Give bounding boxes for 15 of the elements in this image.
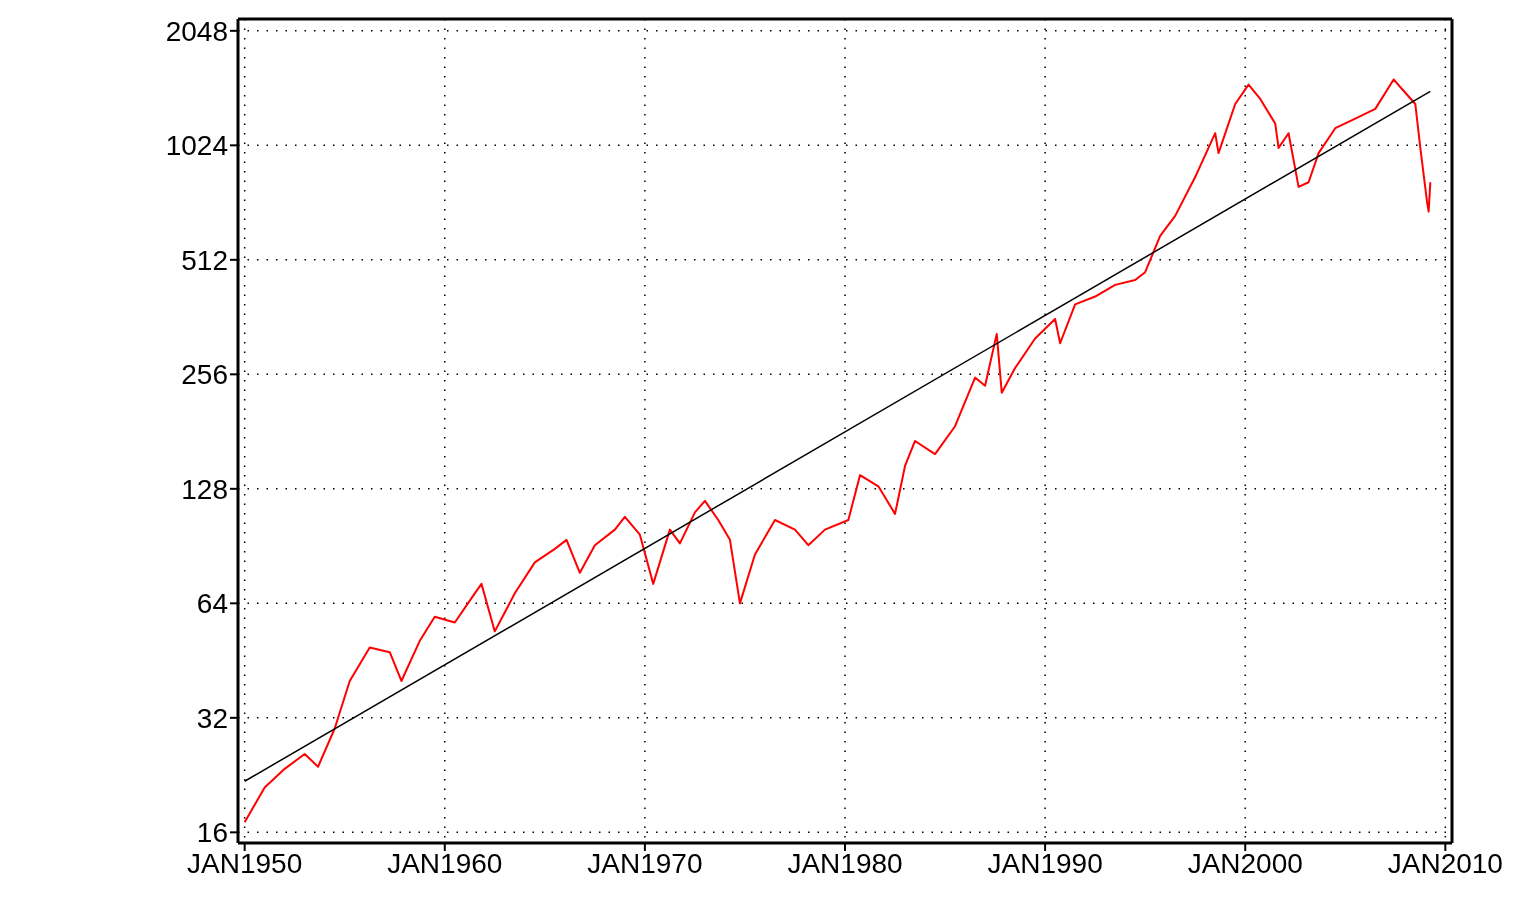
x-tick-label: JAN2000 (1187, 847, 1303, 879)
y-tick-label: 512 (181, 244, 228, 276)
y-tick-label: 128 (181, 473, 228, 505)
x-tick-label: JAN1990 (987, 847, 1103, 879)
y-tick-label: 16 (196, 817, 228, 849)
x-tick-label: JAN1960 (387, 847, 503, 879)
x-tick-label: JAN1970 (587, 847, 703, 879)
y-tick-label: 2048 (165, 15, 228, 47)
y-tick-label: 32 (196, 702, 228, 734)
y-tick-label: 1024 (165, 130, 228, 162)
x-tick-label: JAN1980 (787, 847, 903, 879)
x-tick-label: JAN1950 (187, 847, 303, 879)
x-tick-label: JAN2010 (1387, 847, 1503, 879)
y-tick-label: 256 (181, 359, 228, 391)
y-tick-label: 64 (196, 588, 228, 620)
